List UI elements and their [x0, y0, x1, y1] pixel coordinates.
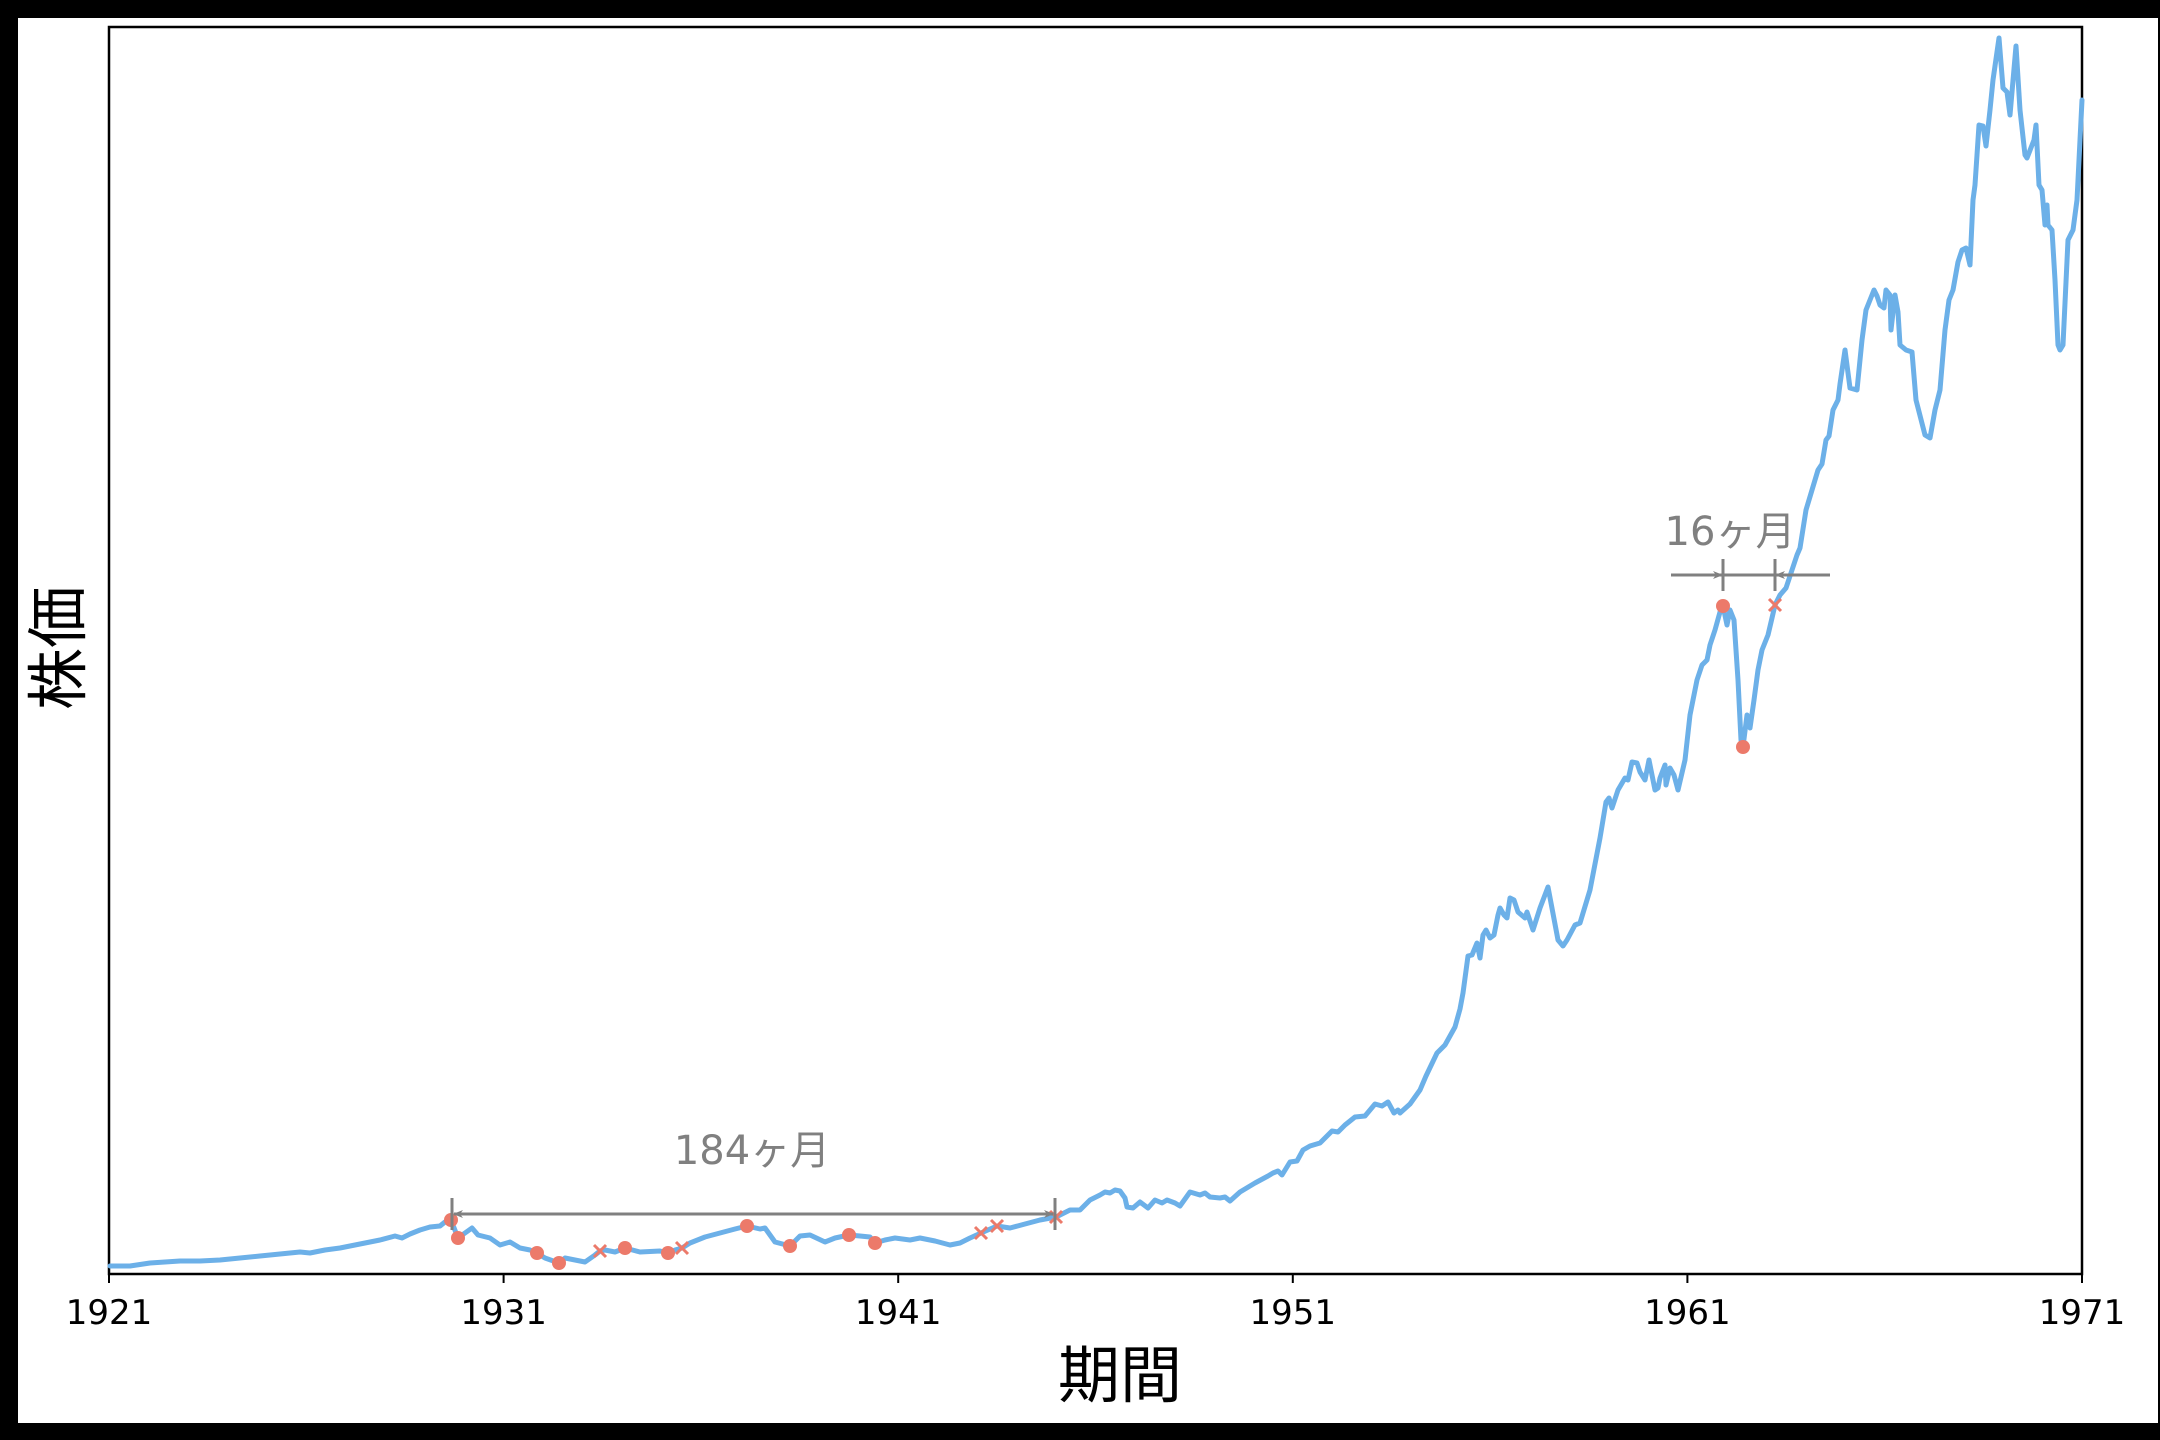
x-tick-label: 1941 [855, 1293, 942, 1333]
duration-annotations: 184ヶ月 16ヶ月 [450, 509, 1830, 1230]
peak-trough-markers [444, 599, 1750, 1270]
cross-marker [592, 1243, 608, 1259]
dot-marker [783, 1239, 797, 1253]
dot-marker [661, 1246, 675, 1260]
x-tick-label: 1971 [2039, 1293, 2126, 1333]
cross-marker [973, 1225, 989, 1241]
dot-marker [1716, 599, 1730, 613]
dot-marker [552, 1256, 566, 1270]
plot-area [107, 25, 2084, 1276]
x-axis-label: 期間 [1058, 1339, 1182, 1412]
stock-price-line [107, 35, 2085, 1269]
y-axis-label: 株価 [22, 586, 95, 710]
x-tick-label: 1931 [460, 1293, 547, 1333]
dot-marker [1736, 740, 1750, 754]
dot-marker [618, 1241, 632, 1255]
x-tick-label: 1951 [1250, 1293, 1337, 1333]
dot-marker [530, 1246, 544, 1260]
dot-marker [842, 1228, 856, 1242]
annotation-label-0: 184ヶ月 [674, 1128, 830, 1174]
dot-marker [740, 1219, 754, 1233]
dot-marker [451, 1231, 465, 1245]
figure-background [18, 18, 2158, 1423]
annotation-label-1: 16ヶ月 [1665, 509, 1796, 555]
dot-marker [868, 1236, 882, 1250]
x-axis-ticks: 1921 1931 1941 1951 1961 1971 [66, 1274, 2126, 1333]
cross-marker [989, 1218, 1005, 1234]
cross-marker [674, 1240, 690, 1256]
x-tick-label: 1921 [66, 1293, 153, 1333]
x-tick-label: 1961 [1644, 1293, 1731, 1333]
cross-marker [1767, 597, 1783, 613]
